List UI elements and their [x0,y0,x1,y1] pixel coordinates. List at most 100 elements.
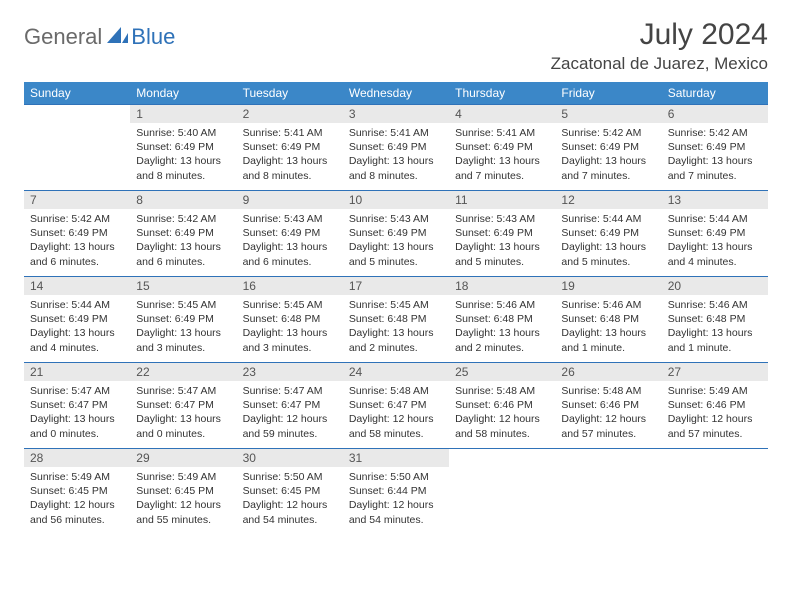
sunrise-text: Sunrise: 5:48 AM [349,384,443,398]
day-number: 17 [343,277,449,295]
sunrise-text: Sunrise: 5:43 AM [455,212,549,226]
sunset-text: Sunset: 6:47 PM [243,398,337,412]
sunrise-text: Sunrise: 5:43 AM [243,212,337,226]
sunset-text: Sunset: 6:47 PM [30,398,124,412]
day-number: 2 [237,105,343,123]
day-details: Sunrise: 5:47 AMSunset: 6:47 PMDaylight:… [237,381,343,445]
day-number: 29 [130,449,236,467]
sunrise-text: Sunrise: 5:42 AM [561,126,655,140]
day-details: Sunrise: 5:42 AMSunset: 6:49 PMDaylight:… [555,123,661,187]
sunset-text: Sunset: 6:49 PM [349,226,443,240]
sunset-text: Sunset: 6:48 PM [455,312,549,326]
sunset-text: Sunset: 6:49 PM [668,140,762,154]
calendar-day: 28Sunrise: 5:49 AMSunset: 6:45 PMDayligh… [24,449,130,535]
day-number [662,449,768,467]
calendar-day: 17Sunrise: 5:45 AMSunset: 6:48 PMDayligh… [343,277,449,363]
daylight-text: Daylight: 13 hours and 8 minutes. [349,154,443,182]
day-number: 31 [343,449,449,467]
sunrise-text: Sunrise: 5:44 AM [668,212,762,226]
sunset-text: Sunset: 6:48 PM [668,312,762,326]
sunrise-text: Sunrise: 5:41 AM [455,126,549,140]
daylight-text: Daylight: 12 hours and 55 minutes. [136,498,230,526]
sunset-text: Sunset: 6:45 PM [243,484,337,498]
day-details: Sunrise: 5:40 AMSunset: 6:49 PMDaylight:… [130,123,236,187]
day-details: Sunrise: 5:49 AMSunset: 6:45 PMDaylight:… [130,467,236,531]
day-details: Sunrise: 5:49 AMSunset: 6:45 PMDaylight:… [24,467,130,531]
sunset-text: Sunset: 6:45 PM [30,484,124,498]
sunset-text: Sunset: 6:49 PM [30,226,124,240]
calendar-day: 23Sunrise: 5:47 AMSunset: 6:47 PMDayligh… [237,363,343,449]
sunrise-text: Sunrise: 5:44 AM [561,212,655,226]
logo-text-general: General [24,24,102,50]
sunrise-text: Sunrise: 5:42 AM [668,126,762,140]
day-number: 3 [343,105,449,123]
sunrise-text: Sunrise: 5:47 AM [136,384,230,398]
day-details: Sunrise: 5:43 AMSunset: 6:49 PMDaylight:… [237,209,343,273]
daylight-text: Daylight: 13 hours and 2 minutes. [455,326,549,354]
calendar-day: 22Sunrise: 5:47 AMSunset: 6:47 PMDayligh… [130,363,236,449]
title-block: July 2024 Zacatonal de Juarez, Mexico [551,18,768,74]
calendar-day: 27Sunrise: 5:49 AMSunset: 6:46 PMDayligh… [662,363,768,449]
sunset-text: Sunset: 6:49 PM [243,226,337,240]
day-number: 6 [662,105,768,123]
sunrise-text: Sunrise: 5:50 AM [243,470,337,484]
day-details: Sunrise: 5:48 AMSunset: 6:46 PMDaylight:… [449,381,555,445]
day-number [449,449,555,467]
day-details: Sunrise: 5:42 AMSunset: 6:49 PMDaylight:… [130,209,236,273]
weekday-header: Sunday [24,82,130,105]
sunset-text: Sunset: 6:47 PM [136,398,230,412]
sunset-text: Sunset: 6:49 PM [561,140,655,154]
calendar-table: Sunday Monday Tuesday Wednesday Thursday… [24,82,768,535]
calendar-day: 18Sunrise: 5:46 AMSunset: 6:48 PMDayligh… [449,277,555,363]
sunrise-text: Sunrise: 5:47 AM [243,384,337,398]
calendar-day: 7Sunrise: 5:42 AMSunset: 6:49 PMDaylight… [24,191,130,277]
day-details: Sunrise: 5:45 AMSunset: 6:49 PMDaylight:… [130,295,236,359]
day-details: Sunrise: 5:41 AMSunset: 6:49 PMDaylight:… [343,123,449,187]
daylight-text: Daylight: 12 hours and 57 minutes. [668,412,762,440]
sunrise-text: Sunrise: 5:42 AM [30,212,124,226]
day-number: 30 [237,449,343,467]
weekday-header: Thursday [449,82,555,105]
day-number: 7 [24,191,130,209]
sunrise-text: Sunrise: 5:42 AM [136,212,230,226]
daylight-text: Daylight: 12 hours and 58 minutes. [455,412,549,440]
calendar-week: 21Sunrise: 5:47 AMSunset: 6:47 PMDayligh… [24,363,768,449]
sunrise-text: Sunrise: 5:41 AM [243,126,337,140]
day-number: 19 [555,277,661,295]
logo-sail-icon [107,25,129,50]
day-number: 20 [662,277,768,295]
day-details: Sunrise: 5:43 AMSunset: 6:49 PMDaylight:… [449,209,555,273]
day-number: 16 [237,277,343,295]
day-number: 1 [130,105,236,123]
day-details: Sunrise: 5:48 AMSunset: 6:46 PMDaylight:… [555,381,661,445]
calendar-day: 1Sunrise: 5:40 AMSunset: 6:49 PMDaylight… [130,105,236,191]
day-number: 8 [130,191,236,209]
weekday-header: Friday [555,82,661,105]
daylight-text: Daylight: 13 hours and 0 minutes. [136,412,230,440]
sunrise-text: Sunrise: 5:49 AM [136,470,230,484]
sunset-text: Sunset: 6:49 PM [349,140,443,154]
calendar-week: 28Sunrise: 5:49 AMSunset: 6:45 PMDayligh… [24,449,768,535]
sunrise-text: Sunrise: 5:45 AM [349,298,443,312]
calendar-day: 30Sunrise: 5:50 AMSunset: 6:45 PMDayligh… [237,449,343,535]
daylight-text: Daylight: 12 hours and 57 minutes. [561,412,655,440]
daylight-text: Daylight: 12 hours and 56 minutes. [30,498,124,526]
day-number: 4 [449,105,555,123]
month-title: July 2024 [551,18,768,52]
day-number: 28 [24,449,130,467]
day-details: Sunrise: 5:45 AMSunset: 6:48 PMDaylight:… [237,295,343,359]
weekday-header: Saturday [662,82,768,105]
daylight-text: Daylight: 13 hours and 7 minutes. [668,154,762,182]
sunset-text: Sunset: 6:49 PM [136,140,230,154]
sunset-text: Sunset: 6:49 PM [243,140,337,154]
day-details: Sunrise: 5:43 AMSunset: 6:49 PMDaylight:… [343,209,449,273]
day-details: Sunrise: 5:46 AMSunset: 6:48 PMDaylight:… [449,295,555,359]
daylight-text: Daylight: 13 hours and 6 minutes. [136,240,230,268]
calendar-day: 29Sunrise: 5:49 AMSunset: 6:45 PMDayligh… [130,449,236,535]
calendar-day: 9Sunrise: 5:43 AMSunset: 6:49 PMDaylight… [237,191,343,277]
sunrise-text: Sunrise: 5:46 AM [455,298,549,312]
weekday-header: Monday [130,82,236,105]
sunset-text: Sunset: 6:48 PM [243,312,337,326]
sunrise-text: Sunrise: 5:48 AM [561,384,655,398]
sunset-text: Sunset: 6:49 PM [668,226,762,240]
